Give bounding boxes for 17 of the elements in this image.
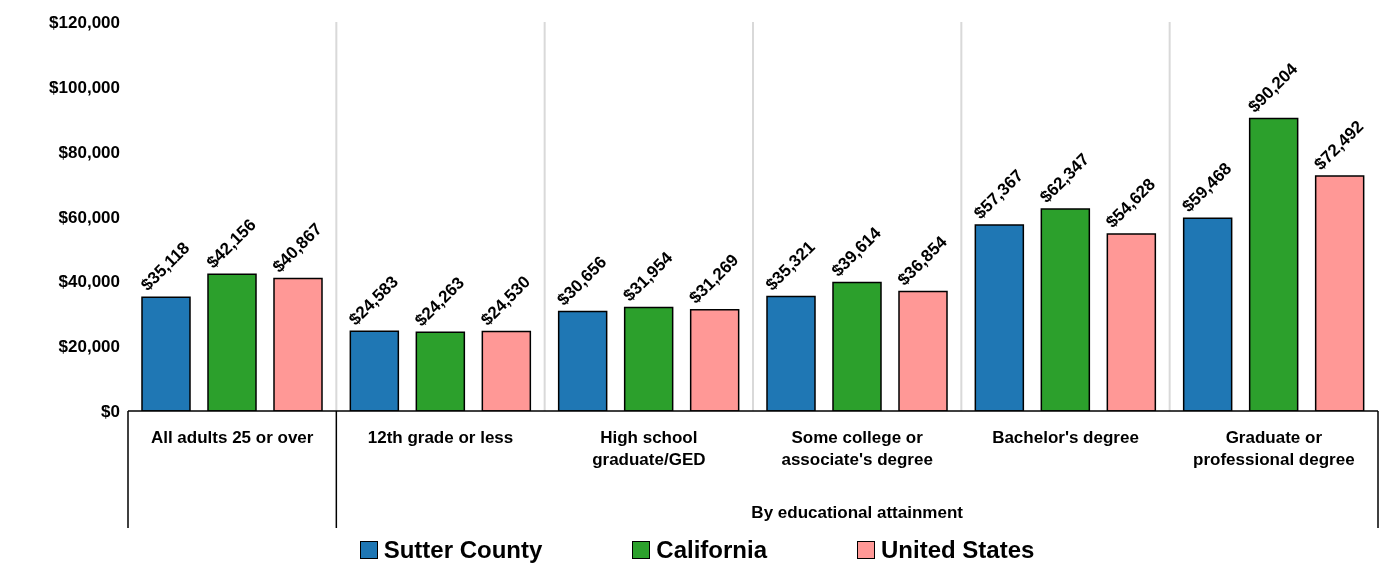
legend-label: Sutter County xyxy=(382,536,543,564)
y-tick-label: $120,000 xyxy=(49,13,120,33)
x-tick-label: 12th grade or less xyxy=(367,428,514,447)
x-tick-label: High school graduate/GED xyxy=(592,428,706,469)
x-tick-label: Some college or associate's degree xyxy=(781,428,933,469)
y-tick-label: $20,000 xyxy=(58,337,120,357)
x-tick-label: Graduate or professional degree xyxy=(1193,428,1355,469)
y-tick-label: $80,000 xyxy=(58,142,120,162)
y-tick-label: $100,000 xyxy=(49,77,120,97)
y-tick-label: $0 xyxy=(101,402,120,422)
y-tick-label: $60,000 xyxy=(58,207,120,227)
legend-label: United States xyxy=(880,536,1035,564)
x-tick-label: All adults 25 or over xyxy=(150,428,314,447)
legend-label: California xyxy=(655,536,767,564)
y-tick-label: $40,000 xyxy=(58,272,120,292)
text: By educational attainment xyxy=(751,503,964,522)
x-tick-label: Bachelor's degree xyxy=(992,428,1139,447)
